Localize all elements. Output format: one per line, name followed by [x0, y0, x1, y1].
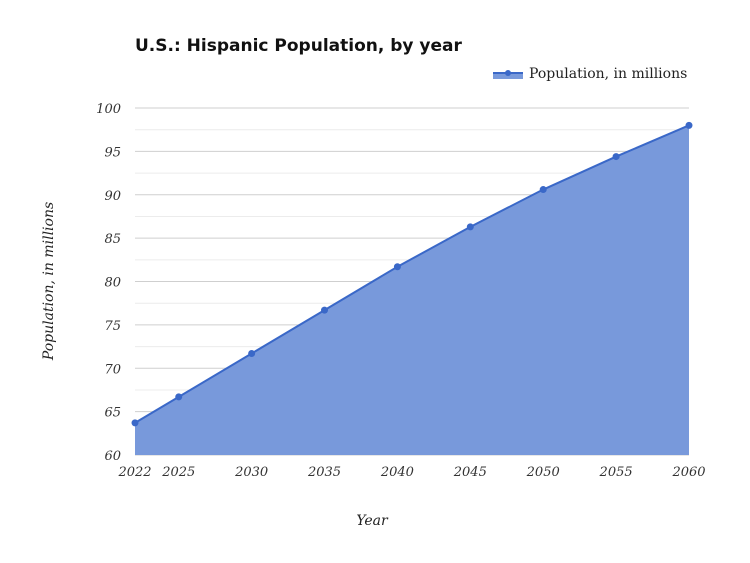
data-point	[248, 350, 256, 358]
data-point	[539, 186, 547, 194]
x-tick-label: 2055	[599, 465, 633, 480]
x-tick-label: 2050	[526, 465, 560, 480]
y-tick-label: 65	[104, 406, 121, 421]
y-tick-label: 85	[104, 232, 121, 247]
chart-title: U.S.: Hispanic Population, by year	[135, 36, 462, 56]
y-tick-label: 90	[104, 189, 121, 204]
data-point	[612, 153, 620, 161]
legend-label: Population, in millions	[529, 66, 688, 82]
data-point	[685, 121, 693, 129]
x-tick-label: 2040	[380, 465, 414, 480]
data-point	[321, 306, 329, 314]
x-tick-label: 2025	[161, 465, 195, 480]
x-tick-label: 2045	[453, 465, 487, 480]
x-tick-label: 2022	[117, 465, 151, 480]
legend-swatch	[493, 69, 523, 79]
x-tick-label: 2030	[234, 465, 268, 480]
data-point	[175, 393, 183, 401]
x-tick-label: 2060	[671, 465, 705, 480]
y-tick-label: 75	[104, 319, 121, 334]
data-point	[131, 419, 139, 427]
x-tick-label: 2035	[307, 465, 341, 480]
y-tick-label: 80	[104, 276, 121, 291]
y-axis-label: Population, in millions	[41, 202, 57, 361]
y-tick-label: 100	[96, 102, 121, 117]
y-tick-label: 95	[104, 145, 121, 160]
data-point	[393, 263, 401, 271]
y-tick-label: 60	[104, 449, 121, 464]
data-point	[466, 223, 474, 231]
y-tick-label: 70	[104, 362, 121, 377]
x-axis-label: Year	[356, 513, 389, 529]
area-fill	[135, 125, 689, 455]
legend: Population, in millions	[493, 66, 687, 82]
